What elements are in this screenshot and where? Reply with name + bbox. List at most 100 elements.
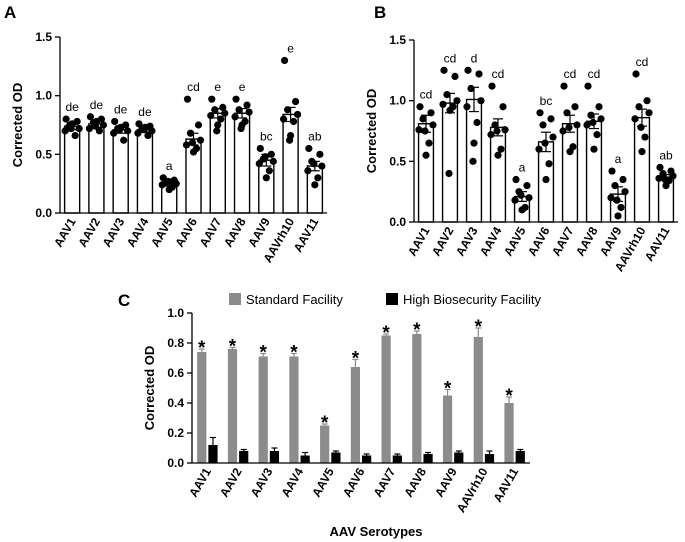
data-point: [416, 103, 424, 111]
y-tick-label: 0.0: [35, 206, 52, 220]
data-point: [188, 139, 197, 147]
x-tick-label: AAV1: [186, 465, 214, 499]
significance-letter: a: [519, 161, 526, 175]
data-point: [494, 151, 502, 159]
data-point: [219, 103, 227, 111]
significance-letter: cd: [564, 67, 577, 81]
significance-star: *: [290, 343, 298, 364]
significance-letter: cd: [588, 67, 601, 81]
data-point: [608, 167, 616, 175]
x-tick-label: AAV11: [491, 465, 522, 504]
y-axis-label: Corrected OD: [142, 346, 157, 431]
y-tick-label: 0.5: [35, 147, 52, 161]
data-point: [67, 124, 75, 133]
x-tick-label: AAV5: [501, 224, 529, 258]
data-point: [316, 150, 324, 158]
bar-standard: [473, 337, 483, 463]
bar-high-biosecurity: [269, 451, 280, 463]
data-point: [314, 174, 322, 182]
x-tick-label: AAV8: [573, 224, 601, 258]
legend-label-high-biosecurity: High Biosecurity Facility: [403, 292, 541, 307]
x-tick-label: AAV4: [278, 465, 306, 499]
data-point: [617, 203, 625, 212]
x-tick-label: AAV6: [172, 215, 200, 249]
y-tick-label: 0.5: [389, 154, 406, 168]
data-point: [453, 97, 461, 105]
data-point: [140, 126, 148, 134]
significance-letter: ab: [659, 148, 673, 162]
y-axis-label: Corrected OD: [10, 83, 25, 168]
data-point: [305, 144, 313, 153]
data-point: [186, 129, 195, 137]
y-tick-label: 1.5: [35, 30, 52, 44]
y-tick-label: 1.0: [167, 306, 184, 320]
data-point: [245, 108, 253, 116]
panel-a-letter: A: [4, 3, 16, 22]
data-point: [669, 172, 677, 180]
data-point: [208, 95, 216, 103]
bar-high-biosecurity: [423, 454, 433, 463]
y-tick-label: 0.2: [167, 426, 184, 440]
bar-standard: [504, 403, 514, 463]
data-point: [571, 103, 579, 111]
bar-high-biosecurity: [331, 452, 341, 463]
data-point: [134, 129, 142, 137]
data-point: [595, 103, 603, 111]
panel-b-letter: B: [374, 3, 386, 22]
data-point: [235, 106, 243, 114]
significance-letter: ab: [308, 129, 322, 143]
bar-high-biosecurity: [239, 451, 249, 463]
data-point: [641, 133, 649, 141]
x-tick-label: AAV4: [477, 224, 505, 258]
data-point: [182, 141, 191, 149]
data-point: [255, 160, 263, 168]
bar-high-biosecurity: [484, 454, 495, 463]
data-point: [539, 121, 547, 129]
data-point: [645, 109, 653, 117]
data-point: [518, 206, 526, 214]
data-point: [614, 212, 622, 220]
data-point: [237, 124, 245, 133]
data-point: [451, 72, 459, 80]
data-point: [547, 115, 555, 123]
data-point: [638, 148, 646, 156]
data-point: [446, 106, 454, 114]
x-tick-label: AAV5: [148, 215, 176, 249]
data-point: [279, 115, 288, 123]
y-tick-label: 1.5: [389, 33, 406, 47]
bar: [282, 113, 299, 214]
data-point: [293, 110, 302, 119]
bar-standard: [258, 356, 268, 463]
x-tick-label: AAV8: [221, 215, 249, 249]
bar: [441, 102, 459, 223]
significance-star: *: [444, 379, 452, 400]
data-point: [283, 106, 292, 114]
data-point: [422, 151, 430, 159]
significance-letter: cd: [444, 51, 457, 65]
significance-letter: cd: [492, 67, 505, 81]
legend-swatch-high-biosecurity: [386, 293, 398, 305]
x-tick-label: AAV6: [525, 224, 553, 258]
data-point: [311, 181, 319, 189]
data-point: [631, 115, 639, 123]
data-point: [536, 109, 544, 117]
significance-star: *: [260, 343, 268, 364]
panel-a-chart: 0.0 0.5 1.0 1.5 Corrected OD de AAV1 de AAV2 de AA…: [10, 30, 327, 265]
data-point: [632, 70, 640, 78]
significance-star: *: [475, 317, 483, 338]
data-point: [71, 131, 79, 140]
data-point: [607, 194, 615, 202]
data-point: [158, 181, 166, 189]
significance-letter: cd: [636, 55, 649, 69]
significance-letter: e: [214, 80, 221, 94]
x-tick-label: AAV8: [401, 465, 429, 499]
data-point: [231, 113, 239, 121]
data-point: [587, 111, 595, 119]
data-point: [262, 174, 270, 182]
data-point: [310, 160, 318, 168]
data-point: [217, 115, 225, 123]
legend-label-standard: Standard Facility: [246, 292, 343, 307]
y-tick-label: 0.0: [389, 215, 406, 229]
x-tick-label: AAV1: [51, 215, 79, 249]
